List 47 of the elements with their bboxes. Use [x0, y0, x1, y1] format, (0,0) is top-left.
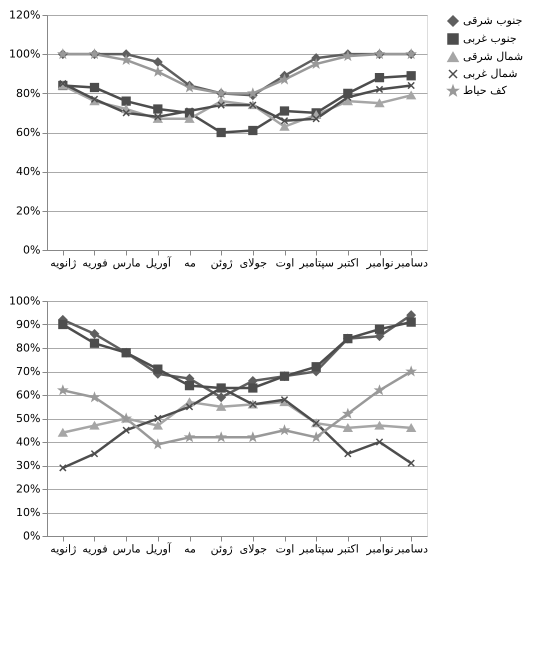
- y-tick-label: 60%: [16, 388, 40, 402]
- x-tick-label: مارس: [112, 542, 141, 556]
- y-tick-label: 80%: [16, 86, 40, 100]
- y-tick-label: 0%: [23, 244, 40, 256]
- x-tick-label: دسامبر: [394, 256, 428, 270]
- x-tick-label: ژانویه: [50, 256, 76, 270]
- y-tick-label: 20%: [16, 204, 40, 218]
- x-tick-label: مه: [184, 542, 196, 556]
- y-tick-label: 30%: [16, 459, 40, 472]
- legend-label: جنوب شرقی: [463, 14, 522, 27]
- x-tick-label: فوریه: [82, 542, 108, 556]
- x-tick-label: نوامبر: [365, 542, 394, 556]
- y-tick-label: 90%: [16, 318, 40, 331]
- y-tick-label: 10%: [16, 506, 40, 519]
- legend-label: کف حیاط: [463, 84, 508, 97]
- x-tick-label: اوت: [276, 542, 294, 556]
- x-tick-label: ژوئن: [210, 542, 233, 556]
- x-tick-label: سپتامبر: [298, 256, 334, 270]
- y-tick-label: 80%: [16, 342, 40, 354]
- x-tick-label: نوامبر: [365, 256, 394, 270]
- y-tick-label: 60%: [16, 126, 40, 139]
- x-tick-label: دسامبر: [394, 542, 428, 556]
- y-tick-label: 120%: [9, 8, 40, 22]
- legend-label: شمال شرقی: [463, 50, 524, 63]
- y-tick-label: 100%: [9, 294, 40, 308]
- y-tick-label: 50%: [16, 412, 40, 425]
- y-tick-label: 20%: [16, 482, 40, 496]
- y-tick-label: 40%: [16, 165, 40, 178]
- legend-label: شمال غربی: [463, 67, 518, 80]
- x-tick-label: آوریل: [146, 256, 172, 270]
- x-tick-label: مه: [184, 256, 196, 270]
- x-tick-label: اکتبر: [336, 256, 359, 270]
- x-tick-label: جولای: [240, 542, 268, 556]
- x-tick-label: اوت: [276, 256, 294, 270]
- legend-label: جنوب غربی: [463, 32, 517, 45]
- y-tick-label: 100%: [9, 48, 40, 61]
- x-tick-label: اکتبر: [336, 542, 359, 556]
- x-tick-label: جولای: [240, 256, 268, 270]
- x-tick-label: ژوئن: [210, 256, 233, 270]
- y-tick-label: 40%: [16, 436, 40, 448]
- y-tick-label: 0%: [23, 530, 40, 542]
- x-tick-label: سپتامبر: [298, 542, 334, 556]
- y-tick-label: 70%: [16, 365, 40, 378]
- x-tick-label: آوریل: [146, 542, 172, 556]
- x-tick-label: فوریه: [82, 256, 108, 270]
- x-tick-label: مارس: [112, 256, 141, 270]
- x-tick-label: ژانویه: [50, 542, 76, 556]
